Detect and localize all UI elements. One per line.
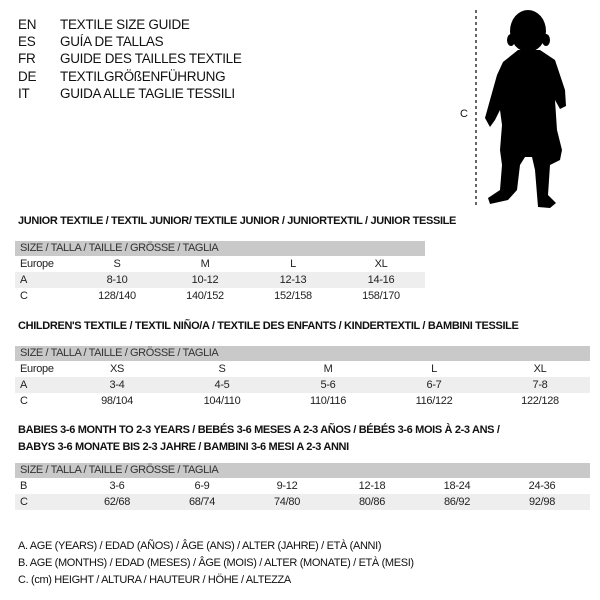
table-cell: 152/158 xyxy=(274,290,312,302)
table-cell: S xyxy=(218,363,226,375)
table-cell: L xyxy=(431,363,437,375)
table-title: CHILDREN'S TEXTILE / TEXTIL NIÑO/A / TEX… xyxy=(18,320,519,332)
table-row: A 8-10 10-12 12-13 14-16 xyxy=(15,272,425,288)
lang-code: DE xyxy=(18,68,37,84)
size-table: SIZE / TALLA / TAILLE / GRÖSSE / TAGLIA … xyxy=(15,346,590,409)
table-cell: 128/140 xyxy=(98,290,136,302)
table-cell: 104/110 xyxy=(203,395,241,407)
lang-title: TEXTILE SIZE GUIDE xyxy=(60,17,190,32)
height-label: C xyxy=(460,108,468,120)
table-cell: 4-5 xyxy=(214,379,230,391)
table-cell: 10-12 xyxy=(191,274,219,286)
table-cell: 80/86 xyxy=(358,496,386,508)
size-header: SIZE / TALLA / TAILLE / GRÖSSE / TAGLIA xyxy=(15,346,590,361)
row-label: Europe xyxy=(20,258,54,270)
table-cell: 140/152 xyxy=(186,290,224,302)
row-label: B xyxy=(20,480,28,492)
table-cell: 24-36 xyxy=(528,480,556,492)
table-cell: 62/68 xyxy=(103,496,131,508)
table-cell: 7-8 xyxy=(532,379,548,391)
table-row: C 62/68 68/74 74/80 80/86 86/92 92/98 xyxy=(15,494,590,510)
table-cell: 3-4 xyxy=(109,379,125,391)
legend-b: B. AGE (MONTHS) / EDAD (MESES) / ÂGE (MO… xyxy=(18,557,414,569)
table-cell: 122/128 xyxy=(521,395,559,407)
row-label: C xyxy=(20,290,28,302)
table-cell: 98/104 xyxy=(101,395,133,407)
size-header: SIZE / TALLA / TAILLE / GRÖSSE / TAGLIA xyxy=(15,463,590,478)
legend-c: C. (cm) HEIGHT / ALTURA / HAUTEUR / HÖHE… xyxy=(18,574,291,586)
table-cell: 18-24 xyxy=(443,480,471,492)
row-label: A xyxy=(20,379,28,391)
table-cell: 3-6 xyxy=(109,480,125,492)
table-cell: XL xyxy=(533,363,547,375)
table-title: BABIES 3-6 MONTH TO 2-3 YEARS / BEBÉS 3-… xyxy=(18,424,500,436)
legend: A. AGE (YEARS) / EDAD (AÑOS) / ÂGE (ANS)… xyxy=(18,538,414,589)
table-row: Europe S M L XL xyxy=(15,256,425,272)
baby-silhouette-icon xyxy=(485,10,566,208)
size-table: SIZE / TALLA / TAILLE / GRÖSSE / TAGLIA … xyxy=(15,241,425,304)
lang-code: EN xyxy=(18,17,37,32)
lang-title: GUIDE DES TAILLES TEXTILE xyxy=(60,51,242,67)
lang-code: ES xyxy=(18,34,36,50)
table-cell: M xyxy=(323,363,333,375)
size-header: SIZE / TALLA / TAILLE / GRÖSSE / TAGLIA xyxy=(15,241,425,256)
table-cell: 92/98 xyxy=(528,496,556,508)
size-table: SIZE / TALLA / TAILLE / GRÖSSE / TAGLIA … xyxy=(15,463,590,510)
table-row: C 98/104 104/110 110/116 116/122 122/128 xyxy=(15,393,590,409)
table-cell: 8-10 xyxy=(106,274,128,286)
table-row: B 3-6 6-9 9-12 12-18 18-24 24-36 xyxy=(15,478,590,494)
row-label: Europe xyxy=(20,363,54,375)
table-cell: XS xyxy=(109,363,125,375)
lang-title: GUIDA ALLE TAGLIE TESSILI xyxy=(60,85,235,101)
table-row: Europe XS S M L XL xyxy=(15,361,590,377)
lang-code: IT xyxy=(18,85,30,101)
baby-figure xyxy=(475,10,566,208)
table-cell: XL xyxy=(374,258,388,270)
table-row: A 3-4 4-5 5-6 6-7 7-8 xyxy=(15,377,590,393)
row-label: A xyxy=(20,274,28,286)
table-cell: 158/170 xyxy=(362,290,400,302)
table-cell: 6-7 xyxy=(426,379,442,391)
table-cell: S xyxy=(113,258,121,270)
table-cell: 110/116 xyxy=(309,395,347,407)
row-label: C xyxy=(20,496,28,508)
row-label: C xyxy=(20,395,28,407)
lang-title: GUÍA DE TALLAS xyxy=(60,34,164,50)
table-row: C 128/140 140/152 152/158 158/170 xyxy=(15,288,425,304)
table-title-line2: BABYS 3-6 MONATE BIS 2-3 JAHRE / BAMBINI… xyxy=(18,441,349,453)
table-cell: 12-13 xyxy=(279,274,307,286)
table-cell: 116/122 xyxy=(415,395,453,407)
table-title: JUNIOR TEXTILE / TEXTIL JUNIOR/ TEXTILE … xyxy=(18,215,457,227)
table-cell: 86/92 xyxy=(443,496,471,508)
table-cell: L xyxy=(290,258,296,270)
legend-a: A. AGE (YEARS) / EDAD (AÑOS) / ÂGE (ANS)… xyxy=(18,540,382,552)
table-cell: 6-9 xyxy=(194,480,210,492)
lang-title: TEXTILGRÖßENFÜHRUNG xyxy=(60,68,226,84)
table-cell: 5-6 xyxy=(320,379,336,391)
table-cell: 9-12 xyxy=(276,480,298,492)
table-cell: 74/80 xyxy=(273,496,301,508)
table-cell: 14-16 xyxy=(367,274,395,286)
table-cell: 68/74 xyxy=(188,496,216,508)
table-cell: M xyxy=(200,258,210,270)
lang-code: FR xyxy=(18,51,36,67)
table-cell: 12-18 xyxy=(358,480,386,492)
